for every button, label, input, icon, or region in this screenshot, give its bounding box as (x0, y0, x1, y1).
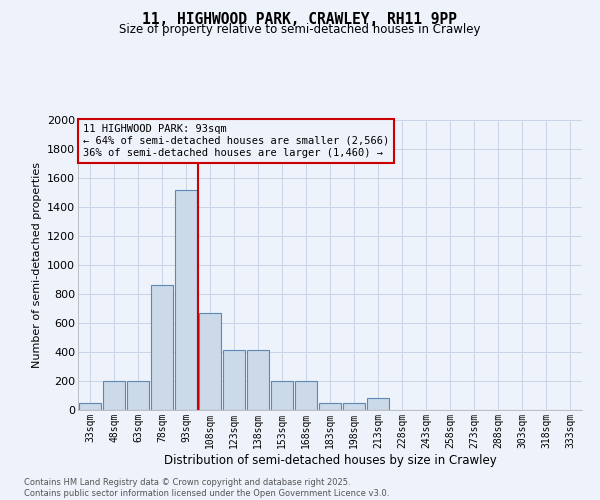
Text: 11, HIGHWOOD PARK, CRAWLEY, RH11 9PP: 11, HIGHWOOD PARK, CRAWLEY, RH11 9PP (143, 12, 458, 28)
Bar (343, 403, 365, 410)
Text: Contains HM Land Registry data © Crown copyright and database right 2025.
Contai: Contains HM Land Registry data © Crown c… (24, 478, 389, 498)
Bar (79, 403, 101, 410)
Bar (319, 403, 341, 410)
Bar (271, 381, 293, 410)
Y-axis label: Number of semi-detached properties: Number of semi-detached properties (32, 162, 41, 368)
Bar (103, 381, 125, 410)
Bar (127, 381, 149, 410)
Bar (175, 190, 197, 410)
Bar (223, 350, 245, 410)
Text: 11 HIGHWOOD PARK: 93sqm
← 64% of semi-detached houses are smaller (2,566)
36% of: 11 HIGHWOOD PARK: 93sqm ← 64% of semi-de… (83, 124, 389, 158)
Bar (151, 286, 173, 410)
Bar (367, 398, 389, 410)
Bar (199, 313, 221, 410)
Bar (247, 350, 269, 410)
Text: Size of property relative to semi-detached houses in Crawley: Size of property relative to semi-detach… (119, 22, 481, 36)
Bar (295, 381, 317, 410)
X-axis label: Distribution of semi-detached houses by size in Crawley: Distribution of semi-detached houses by … (164, 454, 496, 466)
